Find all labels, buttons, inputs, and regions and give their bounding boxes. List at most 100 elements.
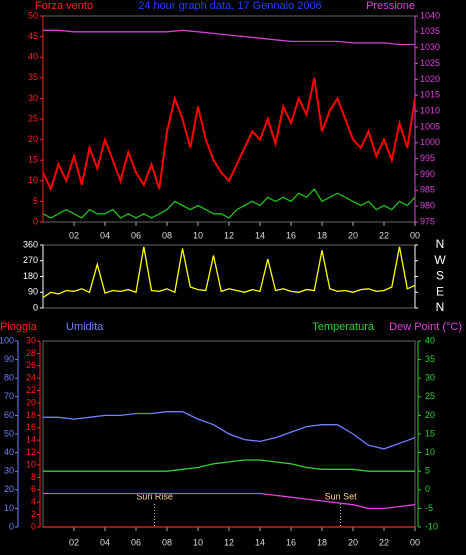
x-tick-label: 08 [162, 230, 172, 240]
y-tick-label: 20 [4, 484, 14, 494]
legend-label: Umidita [66, 321, 104, 333]
y-tick-label: 1015 [420, 90, 440, 100]
y-tick-label: 26 [26, 360, 36, 370]
y-tick-label: 30 [425, 373, 435, 383]
y-tick-label: 100 [0, 335, 14, 345]
y-tick-label: 10 [28, 175, 38, 185]
series-line [43, 492, 416, 510]
series-line [43, 411, 416, 450]
chart-title: 24 hour graph data, 17 Gennaio 2006 [138, 0, 321, 12]
x-tick-label: 08 [162, 537, 172, 547]
y-tick-label: 30 [4, 466, 14, 476]
plot-frame [42, 244, 416, 309]
x-tick-label: 06 [131, 537, 141, 547]
y-tick-label: 90 [28, 287, 38, 297]
x-tick-label: 00 [410, 537, 420, 547]
x-tick-label: 22 [379, 230, 389, 240]
y-tick-label: 45 [28, 31, 38, 41]
y-tick-label: 20 [28, 134, 38, 144]
y-tick-label: 975 [420, 216, 435, 226]
y-tick-label: 40 [4, 447, 14, 457]
legend-label: Pioggia [0, 321, 38, 333]
plot-frame [42, 15, 416, 223]
y-tick-label: 90 [4, 354, 14, 364]
x-tick-label: 22 [379, 537, 389, 547]
y-tick-label: 1025 [420, 58, 440, 68]
y-tick-label: 1005 [420, 121, 440, 131]
y-tick-label: 15 [425, 428, 435, 438]
series-line [42, 77, 416, 192]
x-tick-label: 20 [348, 230, 358, 240]
annotation: Sun Rise [136, 491, 173, 501]
y-tick-label: 0 [33, 302, 38, 312]
y-tick-label: 60 [4, 410, 14, 420]
y-tick-label: 1030 [420, 42, 440, 52]
series-line [42, 187, 416, 219]
x-tick-label: 20 [348, 537, 358, 547]
y-tick-label: 8 [31, 472, 36, 482]
y-tick-label: -10 [425, 521, 438, 531]
x-tick-label: 18 [317, 230, 327, 240]
y-tick-label: 20 [425, 410, 435, 420]
y-tick-label: W [434, 253, 446, 267]
y-tick-label: 985 [420, 185, 435, 195]
y-tick-label: 22 [26, 385, 36, 395]
x-tick-label: 10 [193, 230, 203, 240]
y-tick-label: 15 [28, 155, 38, 165]
y-tick-label: 25 [425, 391, 435, 401]
y-tick-label: 35 [425, 354, 435, 364]
series-line [42, 246, 416, 299]
y-tick-label: 1035 [420, 26, 440, 36]
series-line [43, 459, 415, 472]
y-tick-label: 35 [28, 72, 38, 82]
y-tick-label: 360 [23, 239, 38, 249]
y-tick-label: 40 [28, 52, 38, 62]
y-tick-label: 24 [26, 373, 36, 383]
x-tick-label: 04 [100, 230, 110, 240]
y-tick-label: 10 [4, 503, 14, 513]
y-tick-label: 10 [26, 459, 36, 469]
y-tick-label: 30 [26, 335, 36, 345]
y-tick-label: 1040 [420, 10, 440, 20]
y-tick-label: 995 [420, 153, 435, 163]
y-tick-label: 10 [425, 447, 435, 457]
y-tick-label: 70 [4, 391, 14, 401]
y-tick-label: 14 [26, 435, 36, 445]
y-tick-label: N [436, 300, 445, 314]
y-tick-label: 5 [33, 196, 38, 206]
y-tick-label: 40 [425, 335, 435, 345]
series-line [43, 29, 415, 46]
y-tick-label: 0 [9, 521, 14, 531]
x-tick-label: 06 [131, 230, 141, 240]
y-tick-label: N [436, 237, 445, 251]
y-tick-label: 20 [26, 397, 36, 407]
y-tick-label: 30 [28, 93, 38, 103]
y-tick-label: 16 [26, 422, 36, 432]
y-tick-label: 18 [26, 410, 36, 420]
x-tick-label: 16 [286, 537, 296, 547]
y-tick-label: 12 [26, 447, 36, 457]
x-tick-label: 12 [224, 230, 234, 240]
y-tick-label: 0 [33, 216, 38, 226]
y-tick-label: 180 [23, 271, 38, 281]
y-tick-label: -5 [425, 503, 433, 513]
y-tick-label: 270 [23, 255, 38, 265]
annotation: Sun Set [325, 491, 358, 501]
x-tick-label: 02 [69, 537, 79, 547]
y-tick-label: 25 [28, 113, 38, 123]
x-tick-label: 18 [317, 537, 327, 547]
x-tick-label: 04 [100, 537, 110, 547]
x-tick-label: 14 [255, 537, 265, 547]
x-tick-label: 12 [224, 537, 234, 547]
legend-label: Dew Point (°C) [389, 321, 462, 333]
x-tick-label: 14 [255, 230, 265, 240]
y-tick-label: S [436, 269, 444, 283]
x-tick-label: 00 [410, 230, 420, 240]
y2-axis-label: Pressione [366, 0, 415, 12]
x-tick-label: 16 [286, 230, 296, 240]
y-axis-label: Forza vento [35, 0, 93, 12]
y-tick-label: 0 [31, 521, 36, 531]
y-tick-label: 2 [31, 509, 36, 519]
